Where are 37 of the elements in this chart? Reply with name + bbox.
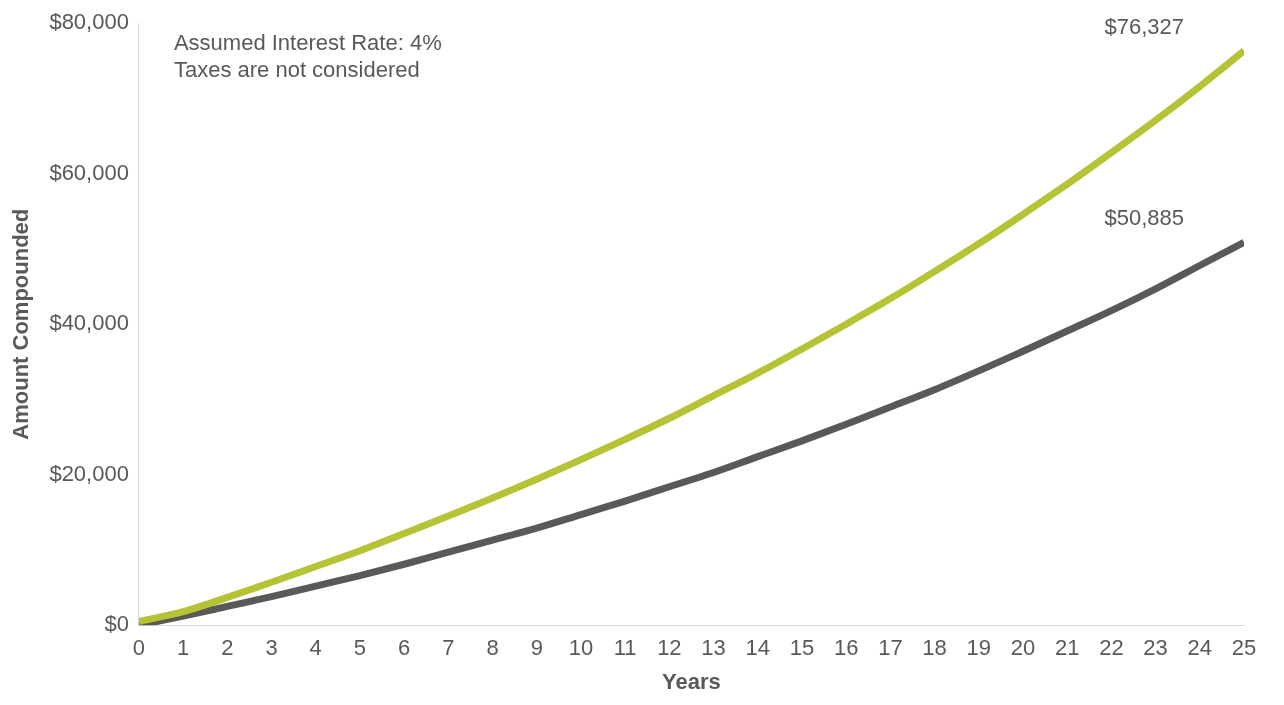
x-tick-label: 1 [177, 635, 190, 661]
x-tick-label: 3 [265, 635, 278, 661]
x-tick-label: 18 [922, 635, 947, 661]
annotation: $50,885 [1104, 205, 1184, 231]
x-axis-title: Years [662, 668, 721, 694]
x-tick-label: 10 [568, 635, 594, 661]
x-tick-label: 5 [353, 635, 367, 661]
y-tick-label: $40,000 [49, 310, 129, 336]
x-tick-label: 23 [1143, 635, 1168, 661]
x-tick-label: 19 [966, 635, 992, 661]
y-tick-label: $0 [104, 611, 129, 637]
x-tick-label: 22 [1099, 635, 1124, 661]
annotation: Taxes are not considered [173, 57, 420, 83]
x-tick-label: 4 [309, 635, 322, 661]
x-tick-label: 15 [789, 635, 815, 661]
x-tick-label: 13 [701, 635, 726, 661]
x-tick-label: 14 [745, 635, 771, 661]
x-tick-label: 25 [1231, 635, 1257, 661]
annotation: Assumed Interest Rate: 4% [173, 30, 442, 56]
x-tick-label: 17 [878, 635, 903, 661]
x-tick-label: 20 [1010, 635, 1036, 661]
x-tick-label: 2 [221, 635, 234, 661]
x-tick-label: 11 [613, 635, 637, 661]
x-tick-label: 6 [398, 635, 411, 661]
annotation: $76,327 [1104, 13, 1184, 39]
y-tick-label: $20,000 [49, 460, 129, 486]
x-tick-label: 9 [530, 635, 543, 661]
y-tick-label: $60,000 [49, 159, 129, 185]
x-tick-label: 7 [442, 635, 455, 661]
x-tick-label: 21 [1054, 635, 1080, 661]
y-tick-label: $80,000 [49, 9, 129, 35]
x-tick-label: 8 [486, 635, 499, 661]
x-tick-label: 16 [833, 635, 859, 661]
y-axis-title: Amount Compounded [8, 208, 34, 440]
x-tick-label: 12 [657, 635, 682, 661]
x-tick-label: 24 [1187, 635, 1213, 661]
x-tick-label: 0 [132, 635, 146, 661]
